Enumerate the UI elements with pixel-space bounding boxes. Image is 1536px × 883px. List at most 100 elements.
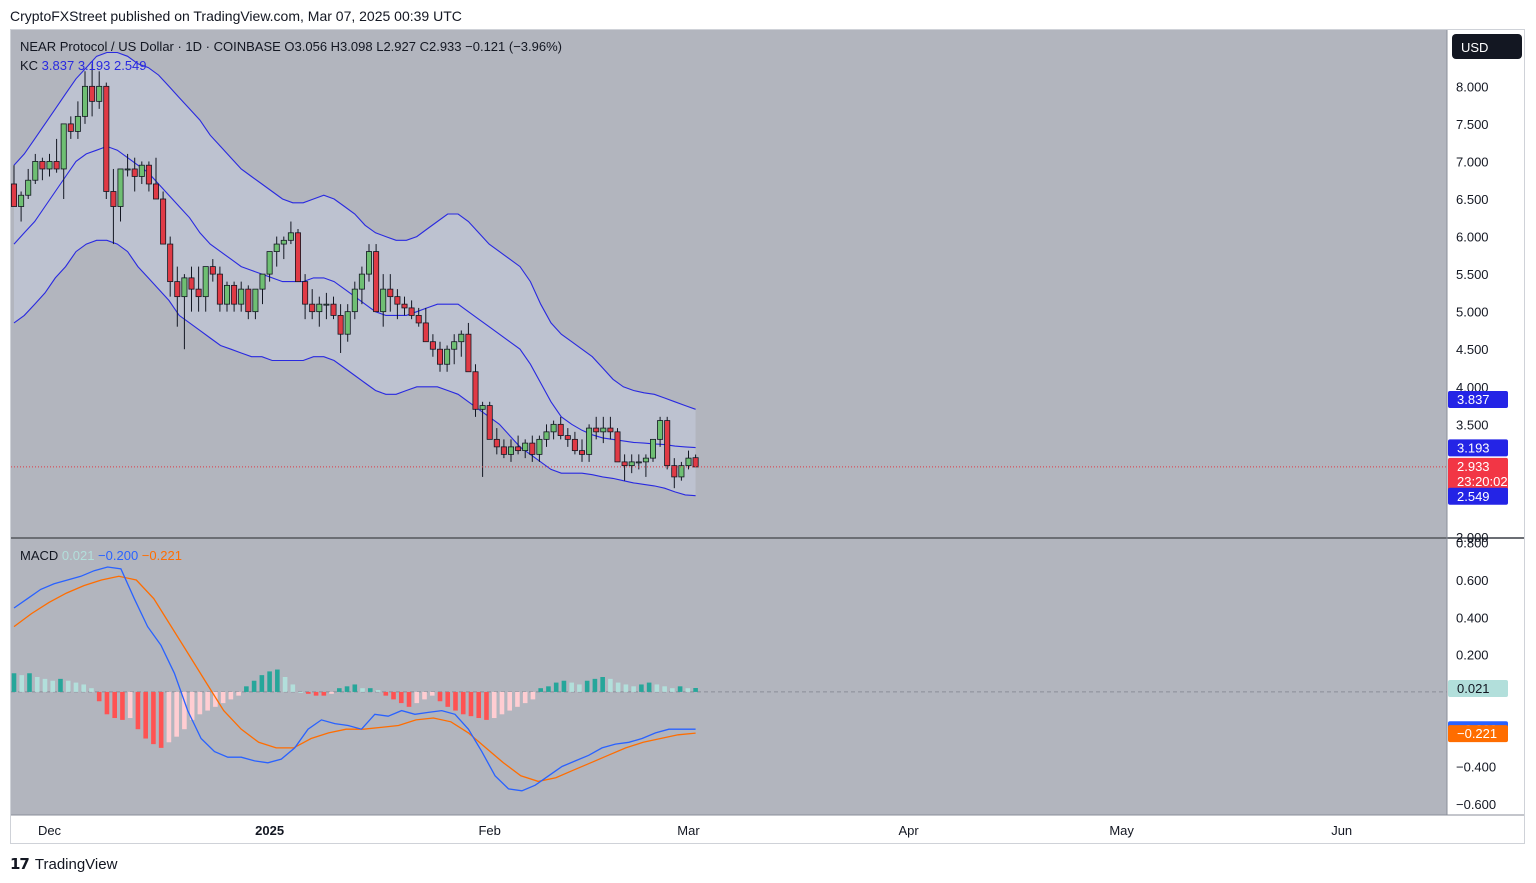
- candle[interactable]: [280, 236, 287, 260]
- macd-histogram-bar[interactable]: [344, 686, 350, 692]
- macd-histogram-bar[interactable]: [306, 691, 311, 694]
- candle[interactable]: [394, 289, 401, 320]
- macd-histogram-bar[interactable]: [631, 686, 636, 692]
- candle[interactable]: [202, 266, 209, 312]
- candle[interactable]: [238, 281, 245, 312]
- macd-histogram-bar[interactable]: [104, 691, 110, 715]
- macd-histogram-bar[interactable]: [623, 684, 629, 692]
- macd-histogram-bar[interactable]: [360, 688, 365, 692]
- candle[interactable]: [259, 273, 266, 305]
- macd-histogram-bar[interactable]: [398, 691, 404, 704]
- macd-histogram-bar[interactable]: [329, 691, 334, 694]
- macd-histogram-bar[interactable]: [244, 686, 249, 692]
- macd-histogram-bar[interactable]: [96, 691, 102, 702]
- candle[interactable]: [522, 439, 529, 459]
- candle[interactable]: [67, 116, 74, 139]
- macd-histogram-bar[interactable]: [677, 686, 683, 692]
- macd-histogram-bar[interactable]: [499, 691, 505, 715]
- macd-histogram-bar[interactable]: [375, 690, 381, 692]
- candle[interactable]: [273, 236, 280, 267]
- candle[interactable]: [167, 236, 174, 297]
- candle[interactable]: [536, 435, 543, 462]
- candle[interactable]: [571, 431, 578, 455]
- candle[interactable]: [586, 424, 593, 462]
- candle[interactable]: [245, 285, 252, 320]
- candle[interactable]: [32, 153, 39, 184]
- candle[interactable]: [302, 274, 309, 320]
- candle[interactable]: [401, 296, 408, 316]
- candle[interactable]: [309, 289, 316, 320]
- candle[interactable]: [316, 296, 323, 327]
- macd-histogram-bar[interactable]: [569, 682, 574, 692]
- candle[interactable]: [436, 341, 443, 372]
- macd-histogram-bar[interactable]: [321, 691, 327, 696]
- candle[interactable]: [564, 428, 571, 447]
- macd-histogram-bar[interactable]: [197, 691, 203, 715]
- macd-histogram-bar[interactable]: [337, 688, 342, 692]
- macd-histogram-bar[interactable]: [34, 677, 40, 692]
- macd-histogram-bar[interactable]: [484, 691, 489, 720]
- candle[interactable]: [337, 304, 344, 353]
- macd-histogram-bar[interactable]: [600, 677, 605, 692]
- candle[interactable]: [46, 153, 53, 177]
- macd-histogram-bar[interactable]: [453, 691, 458, 711]
- candle[interactable]: [60, 123, 67, 199]
- macd-histogram-bar[interactable]: [290, 684, 296, 692]
- macd-histogram-bar[interactable]: [460, 691, 466, 715]
- macd-histogram-bar[interactable]: [530, 691, 536, 700]
- candle[interactable]: [600, 416, 607, 444]
- candle[interactable]: [53, 138, 60, 173]
- candle[interactable]: [223, 281, 230, 312]
- macd-histogram-bar[interactable]: [11, 673, 17, 692]
- tradingview-footer[interactable]: 𝟭𝟳 TradingView: [10, 855, 117, 874]
- candle[interactable]: [152, 157, 159, 200]
- macd-histogram-bar[interactable]: [120, 691, 125, 720]
- currency-button[interactable]: [1452, 34, 1522, 59]
- macd-histogram-bar[interactable]: [422, 691, 427, 700]
- macd-histogram-bar[interactable]: [383, 691, 389, 696]
- macd-histogram-bar[interactable]: [406, 691, 412, 707]
- candle[interactable]: [422, 307, 429, 343]
- candle[interactable]: [543, 424, 550, 447]
- macd-histogram-bar[interactable]: [158, 691, 164, 748]
- candle[interactable]: [593, 416, 600, 440]
- candle[interactable]: [671, 458, 678, 489]
- macd-histogram-bar[interactable]: [522, 691, 528, 704]
- candle[interactable]: [96, 71, 103, 109]
- macd-histogram-bar[interactable]: [414, 691, 420, 704]
- candle[interactable]: [195, 266, 202, 312]
- candle[interactable]: [124, 153, 131, 177]
- candle[interactable]: [160, 191, 167, 245]
- macd-histogram-bar[interactable]: [127, 691, 133, 719]
- macd-histogram-bar[interactable]: [58, 678, 63, 692]
- macd-histogram-bar[interactable]: [135, 691, 141, 730]
- macd-histogram-bar[interactable]: [561, 680, 567, 692]
- macd-histogram-bar[interactable]: [476, 691, 482, 719]
- candle[interactable]: [351, 281, 358, 320]
- macd-signal-line[interactable]: [13, 575, 696, 783]
- macd-histogram-bar[interactable]: [259, 675, 265, 692]
- macd-histogram-bar[interactable]: [189, 691, 195, 720]
- macd-histogram-bar[interactable]: [608, 678, 613, 692]
- candle[interactable]: [103, 82, 110, 199]
- candle[interactable]: [493, 428, 500, 455]
- macd-histogram-bar[interactable]: [646, 682, 652, 692]
- macd-histogram-bar[interactable]: [166, 691, 172, 743]
- candle[interactable]: [465, 322, 472, 373]
- candle[interactable]: [507, 439, 514, 462]
- candle[interactable]: [650, 438, 657, 462]
- candle[interactable]: [529, 435, 536, 462]
- candle[interactable]: [415, 307, 422, 327]
- candle[interactable]: [607, 416, 614, 440]
- candle[interactable]: [479, 401, 486, 477]
- candle[interactable]: [266, 251, 273, 282]
- macd-histogram-bar[interactable]: [507, 691, 513, 711]
- candle[interactable]: [209, 259, 216, 282]
- candle[interactable]: [358, 266, 365, 305]
- candle[interactable]: [579, 439, 586, 462]
- kc-lower-line[interactable]: [13, 239, 696, 497]
- macd-histogram-bar[interactable]: [553, 682, 559, 692]
- candle[interactable]: [614, 428, 621, 463]
- macd-histogram-bar[interactable]: [151, 691, 156, 745]
- macd-histogram-bar[interactable]: [205, 691, 210, 711]
